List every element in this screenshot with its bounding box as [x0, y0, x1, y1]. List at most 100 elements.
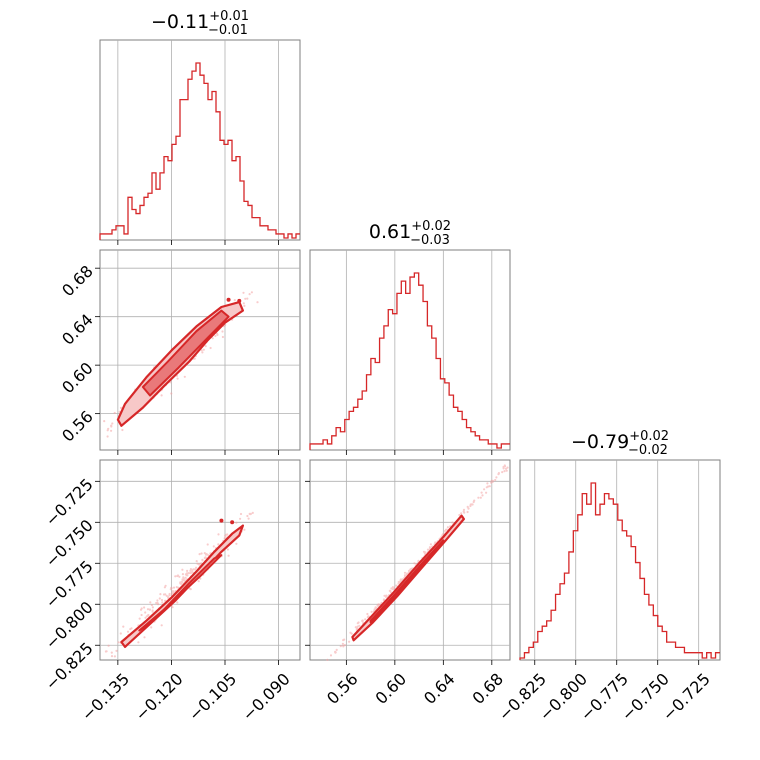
title-plus-2: +0.02: [629, 429, 669, 444]
pair-panel-0-sample-256: [242, 302, 245, 305]
pair-panel-1-sample-108: [151, 610, 154, 613]
pair-panel-1-sample-75: [107, 644, 110, 647]
pair-panel-1: [99, 459, 301, 661]
pair-panel-1-sample-211: [176, 574, 179, 578]
pair-panel-0-sample-189: [106, 429, 109, 432]
pair-panel-1-sample-134: [110, 651, 113, 654]
pair-panel-1-sample-67: [246, 514, 249, 518]
pair-panel-0-sample-139: [193, 357, 196, 360]
pair-panel-0-sample-83: [204, 345, 207, 348]
pair-panel-2-sample-241: [405, 573, 408, 576]
pair-panel-1-sample-16: [223, 537, 226, 540]
pair-panel-2-sample-181: [341, 642, 344, 645]
ytick-label-p1-0: 0.56: [58, 407, 97, 446]
pair-panel-2-sample-192: [348, 640, 351, 643]
xtick-label-p0-0: −0.135: [78, 669, 133, 724]
pair-panel-1-sample-213: [147, 613, 150, 617]
pair-panel-1-sample-143: [117, 641, 120, 644]
pair-panel-2-sample-59: [451, 521, 454, 524]
pair-panel-1-sample-210: [181, 568, 184, 571]
pair-panel-2-sample-258: [471, 503, 474, 506]
title-plus-1: +0.02: [411, 219, 451, 234]
pair-panel-2-sample-28: [326, 658, 329, 662]
pair-panel-1-sample-140: [158, 597, 161, 600]
pair-panel-0-sample-199: [201, 351, 204, 354]
pair-panel-1-sample-218: [143, 636, 146, 639]
pair-panel-1-sample-162: [190, 571, 193, 574]
pair-panel-2-sample-162: [490, 481, 493, 484]
pair-panel-1-contour-inner: [138, 554, 223, 632]
xtick-label-p1-0: 0.56: [323, 669, 362, 708]
pair-panel-2-sample-32: [481, 494, 484, 497]
pair-panel-2-sample-167: [403, 571, 407, 574]
title-minus-2: −0.02: [628, 443, 668, 458]
pair-panel-1-sample-182: [185, 572, 188, 575]
pair-panel-2-sample-62: [494, 478, 497, 482]
pair-panel-0-sample-123: [121, 428, 124, 432]
xtick-label-p0-2: −0.105: [185, 669, 240, 724]
xtick-label-p1-2: 0.64: [420, 669, 459, 708]
pair-panel-2-sample-3: [329, 654, 333, 657]
pair-panel-1-sample-167: [189, 588, 192, 591]
pair-panel-1-sample-258: [201, 558, 204, 562]
pair-panel-0-sample-209: [170, 392, 173, 395]
pair-panel-2-sample-153: [356, 622, 359, 625]
pair-panel-1-sample-199: [199, 577, 202, 580]
xtick-label-p1-1: 0.60: [371, 669, 410, 708]
pair-panel-1-sample-130: [165, 594, 168, 597]
pair-panel-1-sample-242: [169, 588, 172, 591]
pair-panel-2-sample-254: [400, 579, 403, 582]
pair-panel-1-sample-248: [146, 608, 150, 611]
pair-panel-1-sample-31: [251, 511, 254, 514]
pair-panel-2-sample-72: [392, 586, 395, 589]
pair-panel-2-sample-81: [463, 511, 466, 514]
pair-panel-1-sample-92: [110, 655, 114, 658]
pair-panel-1-sample-195: [164, 584, 167, 587]
pair-panel-2-sample-221: [485, 486, 488, 489]
title-param-0: −0.11+0.01 −0.01: [151, 9, 249, 38]
pair-panel-1-sample-121: [247, 517, 250, 520]
ytick-label-p1-3: 0.68: [58, 262, 97, 301]
pair-panel-1-sample-19: [140, 613, 143, 617]
pair-panel-1-sample-114: [189, 568, 192, 571]
ytick-label-p1-2: 0.64: [58, 310, 97, 349]
pair-panel-2-sample-218: [491, 479, 494, 482]
pair-panel-2-sample-41: [479, 496, 482, 499]
pair-panel-1-sample-217: [159, 593, 162, 596]
pair-panel-1-sample-257: [149, 601, 152, 604]
title-median-0: −0.11: [151, 11, 209, 33]
pair-panel-2-sample-75: [388, 589, 391, 593]
pair-panel-1-sample-233: [200, 562, 203, 565]
pair-panel-1-sample-186: [129, 628, 132, 631]
title-median-1: 0.61: [369, 221, 411, 243]
pair-panel-0-sample-174: [221, 335, 224, 339]
pair-panel-1-sample-85: [235, 542, 238, 545]
pair-panel-1-sample-221: [113, 655, 116, 658]
pair-panel-2-sample-189: [413, 562, 416, 565]
pair-panel-0-sample-197: [113, 411, 116, 415]
pair-panel-1-sample-35: [189, 569, 192, 573]
xtick-label-p0-3: −0.090: [239, 669, 294, 724]
pair-panel-1-sample-185: [180, 580, 183, 583]
pair-panel-2-sample-132: [506, 466, 509, 469]
pair-panel-0-sample-215: [250, 291, 253, 294]
pair-panel-1-sample-256: [212, 545, 215, 548]
pair-panel-0-sample-49: [202, 348, 205, 351]
pair-panel-1-sample-192: [186, 574, 189, 577]
pair-panel-0-sample-124: [233, 299, 236, 302]
pair-panel-2-sample-208: [335, 648, 338, 652]
pair-panel-0-sample-17: [248, 293, 251, 296]
pair-panel-0-sample-175: [103, 420, 106, 423]
pair-panel-2-sample-12: [446, 526, 449, 529]
pair-panel-1-sample-120: [140, 607, 143, 610]
pair-panel-2-sample-160: [444, 528, 448, 531]
pair-panel-1-sample-129: [243, 528, 246, 531]
pair-panel-1-sample-69: [160, 598, 164, 602]
pair-panel-2-sample-127: [366, 612, 369, 616]
pair-panel-1-sample-159: [144, 611, 147, 614]
pair-panel-2-sample-69: [467, 507, 470, 510]
pair-panel-2-sample-231: [466, 505, 469, 508]
hist-panel-0-step: [99, 62, 300, 240]
hist-panel-2-step: [519, 482, 720, 660]
pair-panel-2-sample-199: [483, 488, 486, 491]
